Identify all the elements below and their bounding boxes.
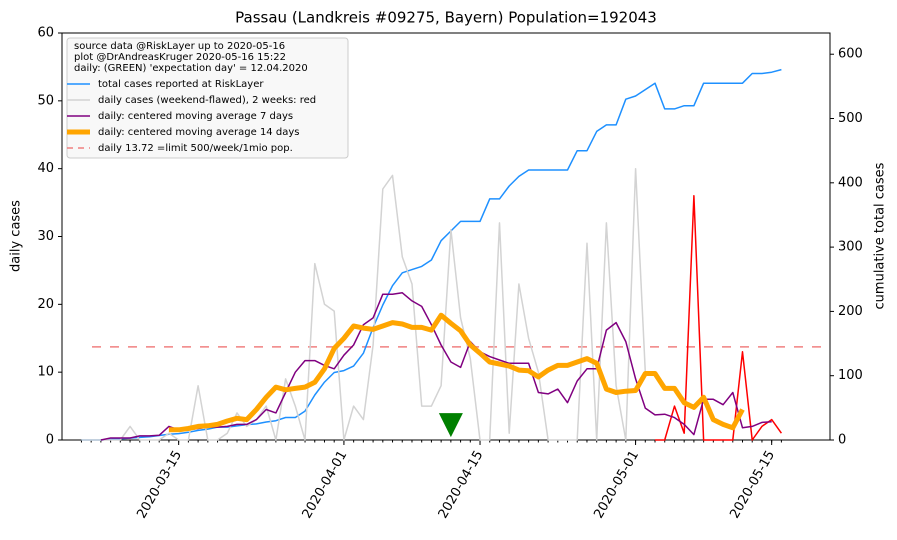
y-tick-label: 50 (37, 93, 54, 108)
x-tick-label: 2020-03-15 (134, 448, 185, 521)
legend-header: plot @DrAndreasKruger 2020-05-16 15:22 (74, 52, 286, 63)
series-line (655, 195, 783, 441)
y-tick-label: 10 (37, 365, 54, 380)
y2-tick-label: 0 (838, 433, 846, 448)
legend-label: daily: centered moving average 7 days (98, 111, 293, 122)
y2-tick-label: 600 (838, 47, 863, 62)
x-tick-label: 2020-05-15 (727, 448, 778, 521)
y2-tick-label: 200 (838, 304, 863, 319)
legend: source data @RiskLayer up to 2020-05-16p… (66, 37, 349, 159)
y2-tick-label: 500 (838, 111, 863, 126)
y2-tick-label: 400 (838, 175, 863, 190)
series-line (168, 312, 745, 433)
y-tick-label: 30 (37, 229, 54, 244)
legend-label: daily 13.72 =limit 500/week/1mio pop. (98, 143, 293, 154)
x-tick-label: 2020-04-01 (300, 448, 351, 521)
y-axis-label: daily cases (9, 200, 24, 272)
chart-title: Passau (Landkreis #09275, Bayern) Popula… (235, 9, 657, 27)
series-line (81, 68, 782, 441)
y2-tick-label: 300 (838, 240, 863, 255)
x-tick-label: 2020-04-15 (436, 448, 487, 521)
legend-header: daily: (GREEN) 'expectation day' = 12.04… (74, 63, 308, 74)
y-tick-label: 40 (37, 161, 54, 176)
legend-header: source data @RiskLayer up to 2020-05-16 (74, 41, 285, 52)
expectation-marker (438, 413, 463, 438)
y2-tick-label: 100 (838, 368, 863, 383)
legend-box (66, 37, 349, 159)
x-tick-label: 2020-05-01 (591, 448, 642, 521)
legend-label: daily cases (weekend-flawed), 2 weeks: r… (98, 95, 316, 106)
y-tick-label: 20 (37, 297, 54, 312)
y-tick-label: 60 (37, 26, 54, 41)
legend-label: total cases reported at RiskLayer (98, 79, 264, 90)
y2-axis-label: cumulative total cases (873, 162, 888, 309)
y-tick-label: 0 (46, 433, 54, 448)
legend-label: daily: centered moving average 14 days (98, 127, 299, 138)
series-line (81, 167, 647, 441)
